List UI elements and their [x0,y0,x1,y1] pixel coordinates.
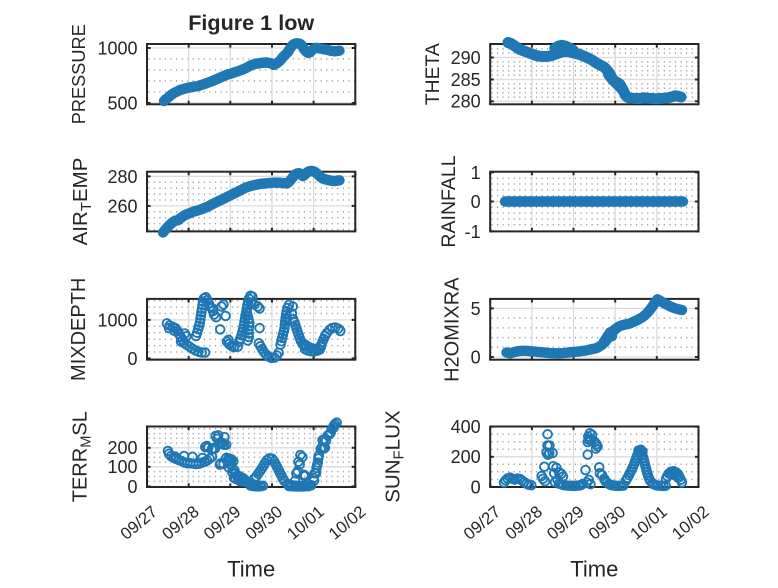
svg-text:200: 200 [451,447,481,467]
svg-text:0: 0 [127,477,137,497]
svg-text:500: 500 [107,93,137,113]
svg-text:1000: 1000 [97,310,137,330]
svg-text:Figure 1 low: Figure 1 low [188,10,314,35]
svg-text:0: 0 [127,349,137,369]
svg-text:400: 400 [451,417,481,437]
svg-text:285: 285 [451,70,481,90]
svg-text:SUNF​LUX: SUNF​LUX [382,410,408,503]
svg-text:RAINFALL: RAINFALL [438,155,460,247]
svg-text:H2OMIXRA: H2OMIXRA [442,277,464,382]
svg-text:-1: -1 [465,222,481,242]
svg-text:1000: 1000 [97,38,137,58]
svg-text:200: 200 [107,438,137,458]
svg-text:1: 1 [471,163,481,183]
svg-text:0: 0 [471,192,481,212]
svg-text:280: 280 [107,167,137,187]
svg-text:100: 100 [107,457,137,477]
svg-text:AIRT​EMP: AIRT​EMP [69,158,95,246]
svg-text:0: 0 [471,477,481,497]
svg-text:290: 290 [451,48,481,68]
svg-text:TERRM​SL: TERRM​SL [70,411,95,502]
svg-text:Time: Time [570,557,618,582]
svg-text:Time: Time [227,557,275,582]
svg-text:0: 0 [471,347,481,367]
svg-text:PRESSURE: PRESSURE [69,24,89,124]
svg-text:THETA: THETA [423,43,444,105]
svg-text:260: 260 [107,196,137,216]
svg-text:280: 280 [451,92,481,112]
svg-text:MIXDEPTH: MIXDEPTH [68,278,90,381]
svg-text:5: 5 [471,299,481,319]
